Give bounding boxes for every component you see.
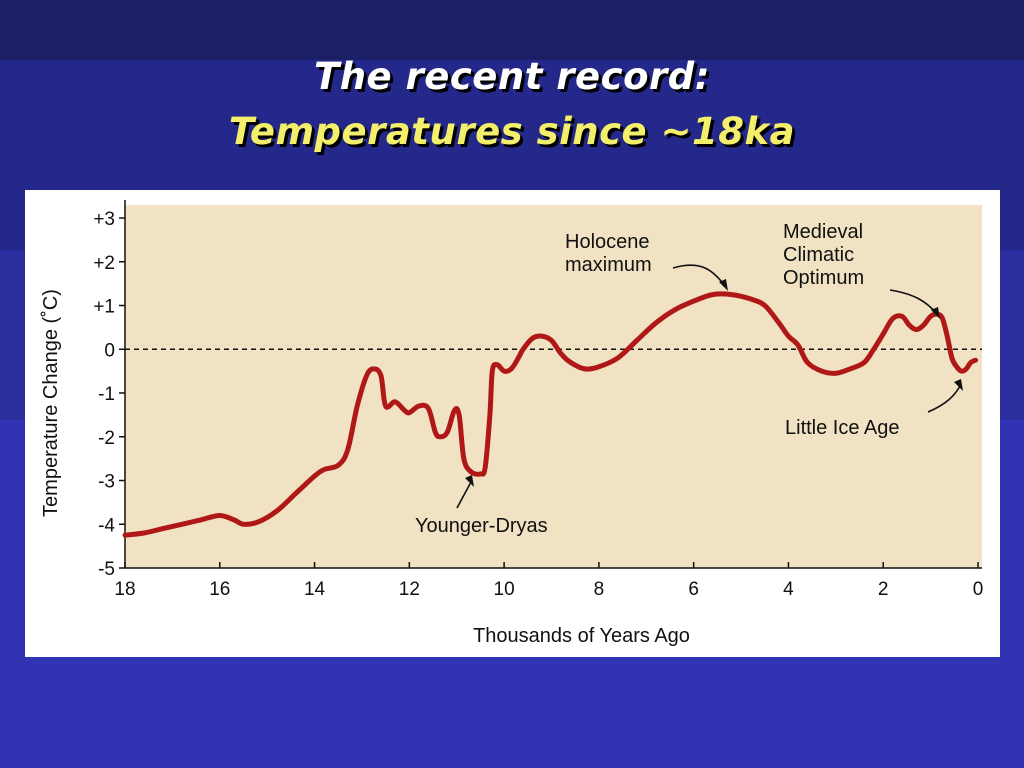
x-tick-label: 10 [494,579,515,600]
x-tick-label: 8 [594,579,605,600]
annotation-arrowhead [465,475,474,487]
y-tick-label: -3 [98,472,115,493]
annotation-medieval: Medieval Climatic Optimum [783,221,864,289]
x-tick-label: 4 [783,579,794,600]
annotation-arrowhead [931,307,940,319]
annotation-holocene: Holocene maximum [565,231,652,276]
y-tick-label: -2 [98,428,115,449]
chart-panel: +3 +2 +1 0 -1 -2 -3 -4 -5 18 16 14 12 10 8 6 4 2 0 Thousand… [25,190,1000,657]
x-axis-label: Thousands of Years Ago [473,625,690,647]
slide-title: The recent record: [313,55,711,98]
annotation-younger-dryas: Younger-Dryas [415,515,548,537]
annotation-arrowhead [954,379,963,391]
y-tick-label: -4 [98,515,115,536]
annotation-arrow [456,481,472,509]
temperature-chart: +3 +2 +1 0 -1 -2 -3 -4 -518 16 14 12 10 8 6 4 2 0 Thousand… [40,200,984,647]
y-tick-label: -1 [98,384,115,405]
slide-subtitle: Temperatures since ~18ka [228,110,796,153]
x-tick-label: 2 [878,579,889,600]
y-tick-label: -5 [98,559,115,580]
x-tick-label: 16 [209,579,230,600]
x-tick-label: 12 [399,579,420,600]
annotation-arrowhead [719,279,728,291]
x-tick-label: 18 [114,579,135,600]
y-tick-label: +1 [93,297,115,318]
plot-background [125,205,982,568]
y-tick-label: +3 [93,209,115,230]
temperature-series-line [122,291,979,538]
y-tick-label: +2 [93,253,115,274]
annotation-little-ice-age: Little Ice Age [785,417,900,439]
annotation-arrow [927,385,961,413]
x-tick-label: 0 [973,579,984,600]
x-tick-label: 14 [304,579,326,600]
x-tick-label: 6 [688,579,699,600]
y-axis-label: Temperature Change (˚C) [40,289,62,517]
y-tick-label: 0 [104,340,115,361]
